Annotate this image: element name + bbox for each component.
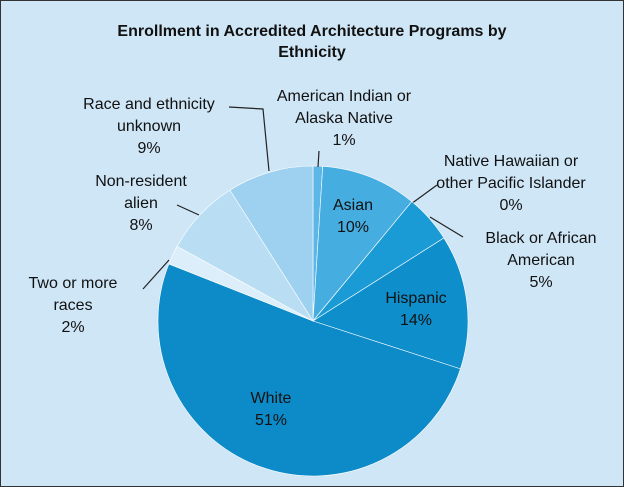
- slice-label: Hispanic 14%: [366, 288, 466, 332]
- category-label: Native Hawaiian or other Pacific Islande…: [436, 153, 586, 192]
- value-label: 8%: [129, 217, 153, 234]
- category-label: American Indian or Alaska Native: [276, 88, 412, 127]
- value-label: 14%: [399, 312, 433, 329]
- slice-label: White 51%: [221, 388, 321, 432]
- category-label: White: [250, 390, 292, 407]
- value-label: 5%: [529, 274, 553, 291]
- slice-label: Two or more races 2%: [13, 273, 133, 339]
- value-label: 51%: [254, 412, 288, 429]
- leader-line: [317, 150, 320, 168]
- value-label: 0%: [499, 197, 523, 214]
- leader-line: [228, 106, 270, 172]
- slice-label: Asian 10%: [303, 195, 403, 239]
- pie-slice: [312, 237, 469, 370]
- category-label: Non-resident alien: [95, 173, 187, 212]
- value-label: 2%: [61, 319, 85, 336]
- category-label: Race and ethnicity unknown: [83, 96, 215, 135]
- category-label: Asian: [332, 197, 374, 214]
- leader-line: [142, 259, 170, 290]
- value-label: 1%: [332, 132, 356, 149]
- category-label: Two or more races: [28, 275, 118, 314]
- slice-label: Native Hawaiian or other Pacific Islande…: [436, 151, 586, 217]
- pie-slice: [157, 263, 461, 477]
- slice-label: American Indian or Alaska Native 1%: [257, 86, 432, 152]
- slice-label: Non-resident alien 8%: [81, 171, 201, 237]
- chart-title: Enrollment in Accredited Architecture Pr…: [117, 23, 507, 61]
- value-label: 9%: [137, 140, 161, 157]
- leader-line: [176, 204, 200, 216]
- slice-label: Race and ethnicity unknown 9%: [62, 94, 237, 160]
- leader-line: [429, 216, 464, 238]
- pie-slice: [229, 165, 314, 323]
- leader-line: [410, 184, 438, 205]
- value-label: 10%: [336, 219, 370, 236]
- slice-label: Black or African American 5%: [466, 228, 616, 294]
- category-label: Black or African American: [485, 230, 597, 269]
- pie-slice: [312, 165, 413, 322]
- category-label: Hispanic: [385, 290, 447, 307]
